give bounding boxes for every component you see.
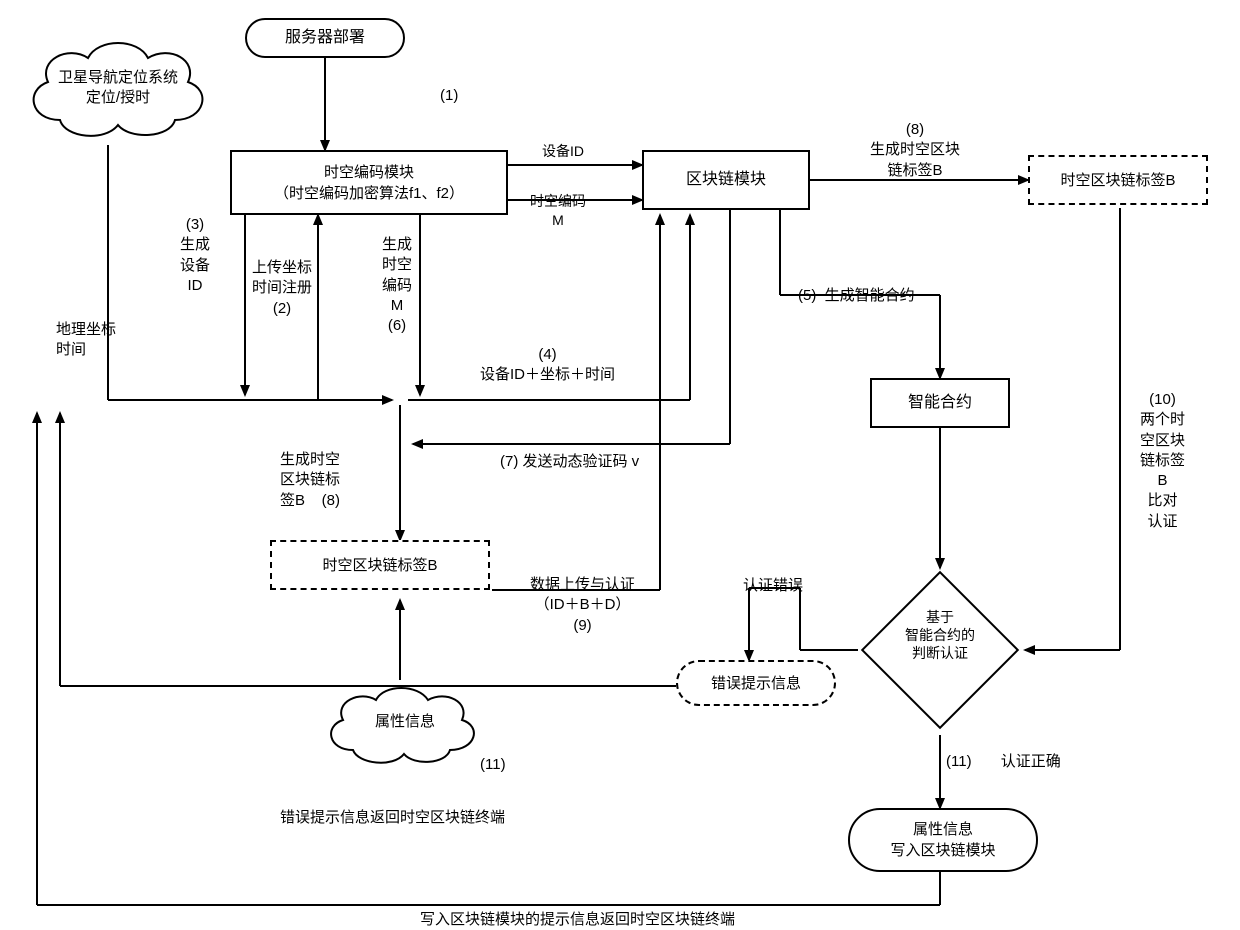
- label-bottom2: 写入区块链模块的提示信息返回时空区块链终端: [420, 910, 735, 930]
- label-3: (3) 生成 设备 ID: [180, 215, 210, 296]
- cloud-attr-label: 属性信息: [350, 712, 460, 732]
- spacetime-encode-module: 时空编码模块 （时空编码加密算法f1、f2）: [230, 150, 508, 215]
- label-err: 认证错误: [743, 576, 803, 596]
- smart-contract: 智能合约: [870, 378, 1010, 428]
- cloud-gnss-label: 卫星导航定位系统 定位/授时: [38, 68, 198, 109]
- spacetime-tag-b-left: 时空区块链标签B: [270, 540, 490, 590]
- write-to-blockchain: 属性信息 写入区块链模块: [848, 808, 1038, 872]
- label-8b: 生成时空 区块链标 签B (8): [280, 450, 340, 511]
- label-1: (1): [440, 86, 458, 106]
- label-6: 生成 时空 编码 M (6): [382, 235, 412, 336]
- label-2: 上传坐标 时间注册 (2): [252, 258, 312, 319]
- label-geo-time: 地理坐标 时间: [56, 320, 116, 361]
- spacetime-tag-b-right: 时空区块链标签B: [1028, 155, 1208, 205]
- label-bottom1: 错误提示信息返回时空区块链终端: [280, 808, 505, 828]
- label-7: (7) 发送动态验证码 v: [500, 452, 639, 472]
- label-devid: 设备ID: [542, 142, 584, 161]
- label-stM: 时空编码 M: [530, 192, 586, 230]
- label-10: (10) 两个时 空区块 链标签 B 比对 认证: [1140, 390, 1185, 532]
- label-8: (8) 生成时空区块 链标签B: [870, 120, 960, 181]
- label-9: 数据上传与认证 （ID＋B＋D） (9): [530, 575, 635, 636]
- server-deploy: 服务器部署: [245, 18, 405, 58]
- label-11: (11): [480, 755, 506, 775]
- judge-diamond-label: 基于 智能合约的 判断认证: [870, 608, 1010, 663]
- label-ok: (11) 认证正确: [946, 752, 1061, 772]
- label-5: (5) 生成智能合约: [798, 286, 915, 306]
- blockchain-module: 区块链模块: [642, 150, 810, 210]
- error-message: 错误提示信息: [676, 660, 836, 706]
- label-4: (4) 设备ID＋坐标＋时间: [480, 345, 615, 386]
